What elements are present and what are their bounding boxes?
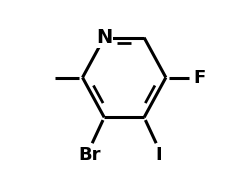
Text: F: F [193, 68, 205, 86]
Text: I: I [155, 146, 162, 164]
Text: N: N [96, 28, 112, 47]
Text: Br: Br [79, 146, 101, 164]
